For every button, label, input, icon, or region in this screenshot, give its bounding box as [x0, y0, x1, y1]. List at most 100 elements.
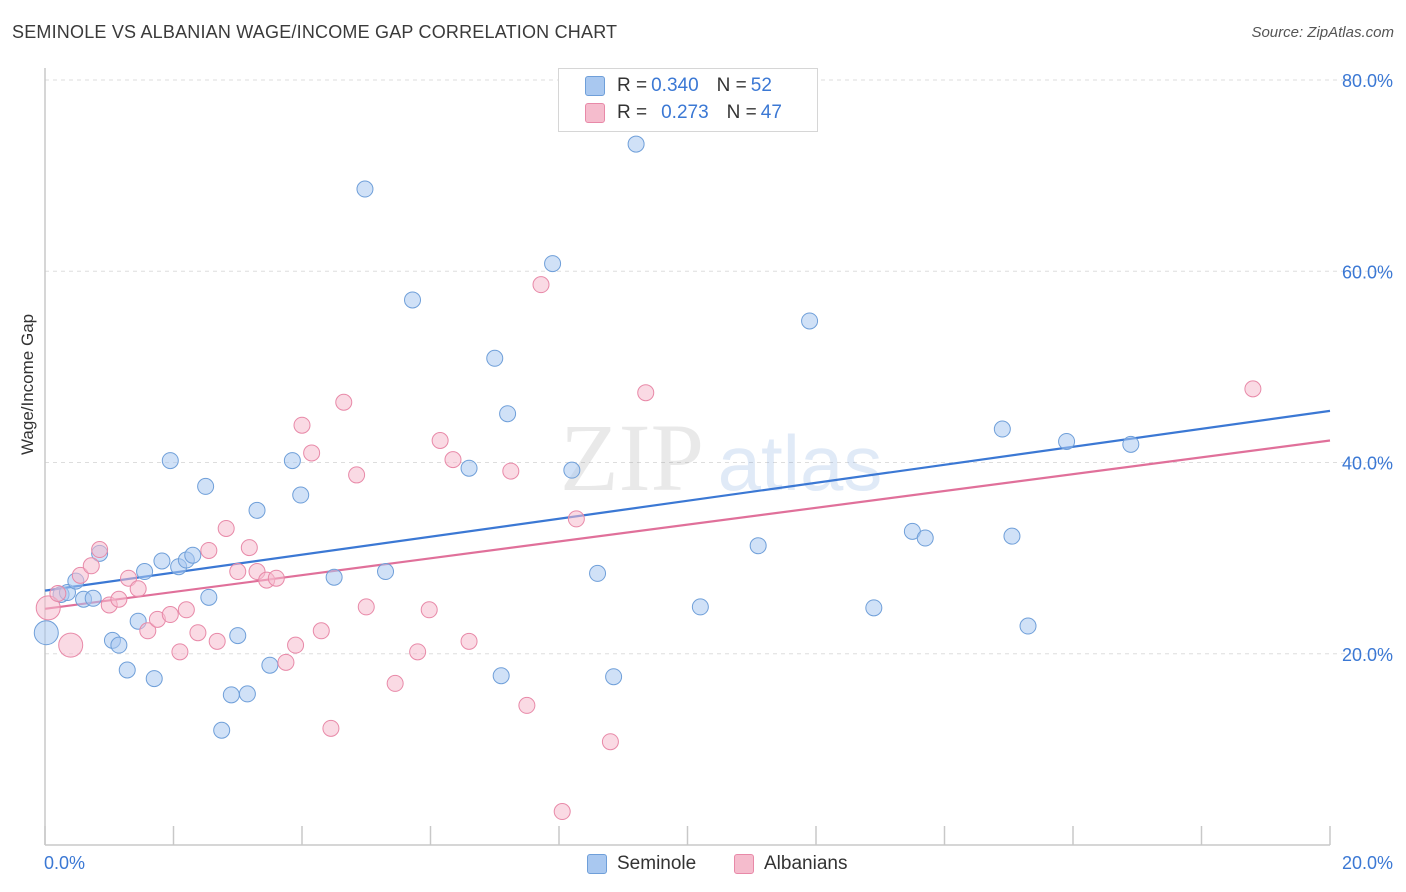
seminole-point — [916, 529, 934, 547]
seminole-point — [801, 312, 819, 330]
seminole-point — [1003, 527, 1021, 545]
albanian-point — [601, 733, 619, 751]
seminole-point — [33, 620, 59, 646]
albanian-point — [49, 585, 67, 603]
bottom-legend-seminole: Seminole — [587, 852, 696, 876]
legend-swatch-albanians — [585, 103, 605, 123]
watermark: ZIP atlas — [560, 404, 882, 511]
bottom-legend-swatch-albanians — [734, 854, 754, 874]
seminole-point — [197, 477, 215, 495]
seminole-point — [627, 135, 645, 153]
albanian-point — [287, 636, 305, 654]
albanian-point — [532, 276, 550, 294]
seminole-point — [213, 721, 231, 739]
albanian-point — [217, 519, 235, 537]
albanian-point — [277, 653, 295, 671]
albanian-point — [335, 393, 353, 411]
legend-r-label: R = — [617, 102, 648, 123]
y-tick-label: 80.0% — [1342, 71, 1393, 91]
seminole-point — [993, 420, 1011, 438]
bottom-legend-swatch-seminole — [587, 854, 607, 874]
albanian-point — [110, 590, 128, 608]
albanian-point — [420, 601, 438, 619]
seminole-point — [200, 588, 218, 606]
albanian-point — [567, 510, 585, 528]
albanian-point — [71, 566, 89, 584]
seminole-point — [261, 656, 279, 674]
albanian-point — [322, 719, 340, 737]
albanian-point — [637, 384, 655, 402]
seminole-point — [238, 685, 256, 703]
albanian-point — [91, 541, 109, 559]
bottom-legend-albanians: Albanians — [734, 852, 847, 876]
seminole-point — [563, 461, 581, 479]
seminole-point — [136, 563, 154, 581]
seminole-point — [229, 627, 247, 645]
albanian-point — [267, 569, 285, 587]
albanian-point — [229, 563, 247, 581]
seminole-point — [605, 668, 623, 686]
seminole-point — [1122, 435, 1140, 453]
albanian-point — [208, 632, 226, 650]
albanian-point — [35, 595, 61, 621]
seminole-point — [544, 255, 562, 273]
seminole-point — [499, 405, 517, 423]
y-tick-label: 60.0% — [1342, 262, 1393, 282]
legend-n-label: N = — [726, 102, 757, 123]
seminole-point — [222, 686, 240, 704]
y-tick-label: 40.0% — [1342, 454, 1393, 474]
albanian-point — [409, 643, 427, 661]
legend-row-seminole: R = 0.340 N = 52 — [585, 74, 772, 98]
albanian-point — [1244, 380, 1262, 398]
correlation-legend: R = 0.340 N = 52 R = 0.273 N = 47 — [558, 68, 818, 132]
albanian-point — [129, 580, 147, 598]
albanian-point — [200, 541, 218, 559]
albanian-point — [312, 622, 330, 640]
seminole-point — [184, 546, 202, 564]
seminole-point — [356, 180, 374, 198]
albanian-point — [58, 632, 84, 658]
albanian-point — [293, 416, 311, 434]
albanian-point — [444, 451, 462, 469]
legend-r-value: 0.340 — [651, 75, 699, 96]
seminole-point — [84, 589, 102, 607]
seminole-point — [865, 599, 883, 617]
albanian-point — [502, 462, 520, 480]
albanian-point — [431, 432, 449, 450]
seminole-point — [283, 452, 301, 470]
bottom-legend-label-seminole: Seminole — [617, 853, 697, 874]
seminole-point — [589, 564, 607, 582]
albanian-point — [82, 557, 100, 575]
data-points — [33, 135, 1262, 821]
source-label: Source: ZipAtlas.com — [1251, 24, 1394, 41]
seminole-point — [404, 291, 422, 309]
seminole-point — [325, 568, 343, 586]
albanian-point — [177, 601, 195, 619]
grid-lines — [45, 79, 1392, 655]
legend-r-label: R = — [617, 75, 648, 96]
albanian-point — [139, 622, 157, 640]
seminole-point — [486, 349, 504, 367]
albanian-point — [386, 674, 404, 692]
seminole-point — [492, 667, 510, 685]
y-axis-title: Wage/Income Gap — [18, 313, 37, 455]
bottom-legend-label-albanians: Albanians — [764, 853, 848, 874]
albanian-point — [553, 803, 571, 821]
albanian-point — [120, 569, 138, 587]
seminole-point — [248, 501, 266, 519]
seminole-trend-line — [44, 409, 1331, 592]
seminole-point — [1019, 617, 1037, 635]
chart-title: SEMINOLE VS ALBANIAN WAGE/INCOME GAP COR… — [12, 22, 618, 42]
albanian-point — [171, 643, 189, 661]
seminole-point — [749, 537, 767, 555]
seminole-point — [691, 598, 709, 616]
x-tick-label: 20.0% — [1342, 853, 1393, 873]
legend-n-label: N = — [716, 75, 747, 96]
legend-n-value: 52 — [750, 75, 772, 96]
legend-n-value: 47 — [760, 102, 782, 123]
x-tick-label: 0.0% — [44, 853, 85, 873]
seminole-point — [377, 563, 395, 581]
seminole-point — [110, 636, 128, 654]
seminole-point — [161, 452, 179, 470]
